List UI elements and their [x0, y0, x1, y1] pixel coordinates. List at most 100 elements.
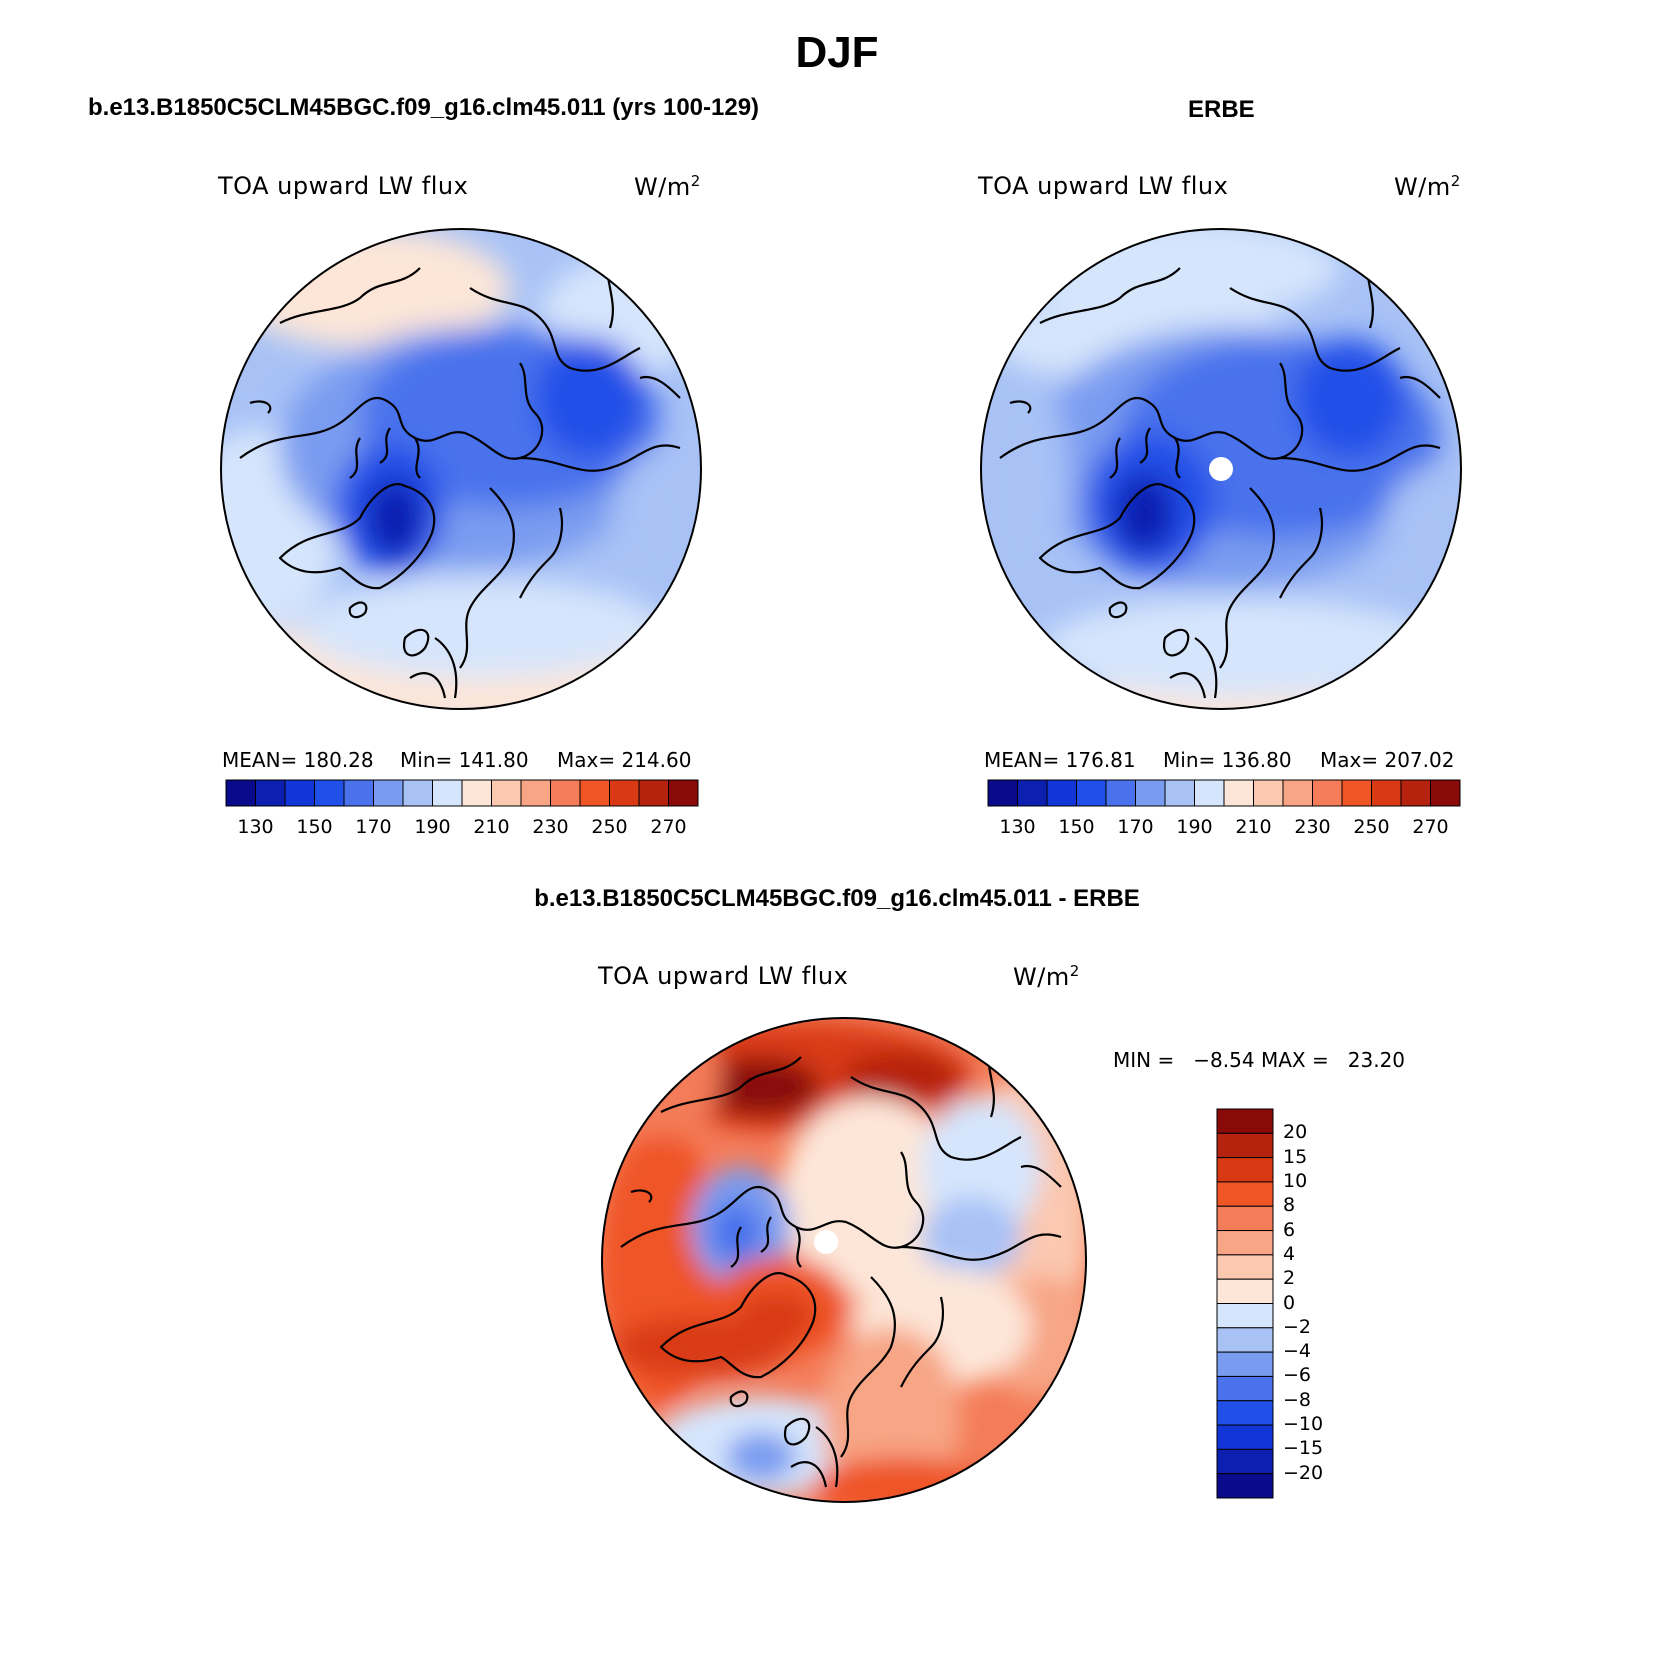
model-colorbar-tick-label: 130	[237, 816, 274, 838]
model-colorbar-tick-label: 210	[473, 816, 510, 838]
diff-panel-title: b.e13.B1850C5CLM45BGC.f09_g16.clm45.011 …	[534, 885, 1140, 912]
model-colorbar-swatch	[373, 779, 404, 807]
model-units-label: W/m2	[634, 172, 701, 201]
diff-polar-map	[601, 1017, 1087, 1503]
obs-colorbar-swatch	[1282, 779, 1313, 807]
model-colorbar-tick-label: 270	[650, 816, 687, 838]
obs-colorbar	[987, 779, 1461, 807]
model-min-stat: Min= 141.80	[400, 748, 529, 772]
model-max-stat: Max= 214.60	[557, 748, 692, 772]
obs-colorbar-tick-label: 130	[999, 816, 1036, 838]
diff-colorbar-tick-label: −15	[1283, 1437, 1324, 1460]
diff-colorbar-tick-label: 15	[1283, 1145, 1308, 1168]
model-colorbar-swatch	[402, 779, 433, 807]
obs-colorbar-tick-label: 150	[1058, 816, 1095, 838]
model-colorbar-swatch	[343, 779, 374, 807]
obs-colorbar-tick-label: 250	[1353, 816, 1390, 838]
model-colorbar-swatch	[520, 779, 551, 807]
model-colorbar-tick-label: 150	[296, 816, 333, 838]
diff-colorbar-swatch	[1216, 1205, 1274, 1232]
model-colorbar-swatch	[668, 779, 699, 807]
model-colorbar-swatch	[579, 779, 610, 807]
diff-colorbar-swatch	[1216, 1157, 1274, 1183]
model-colorbar-swatch	[609, 779, 640, 807]
diff-colorbar-swatch	[1216, 1278, 1274, 1304]
model-mean-stat: MEAN= 180.28	[222, 748, 374, 772]
diff-colorbar-swatch	[1216, 1400, 1274, 1426]
obs-colorbar-labels: 130 150 170 190 210 230 250 270	[988, 816, 1460, 840]
obs-colorbar-tick-label: 230	[1294, 816, 1331, 838]
model-colorbar-swatch	[255, 779, 286, 807]
diff-colorbar-swatch	[1216, 1254, 1274, 1280]
diff-colorbar-tick-label: 6	[1283, 1218, 1296, 1241]
diff-colorbar-swatch	[1216, 1327, 1274, 1353]
diff-colorbar-swatch	[1216, 1448, 1274, 1475]
model-colorbar-tick-label: 230	[532, 816, 569, 838]
diff-minmax-stat: MIN = −8.54 MAX = 23.20	[1113, 1048, 1406, 1072]
model-colorbar	[225, 779, 699, 807]
obs-colorbar-tick-label: 190	[1176, 816, 1213, 838]
diff-colorbar-swatch	[1216, 1303, 1274, 1329]
diff-colorbar-swatch	[1216, 1424, 1274, 1450]
obs-colorbar-swatch	[1105, 779, 1136, 807]
diff-colorbar-swatch	[1216, 1181, 1274, 1207]
obs-colorbar-swatch	[1135, 779, 1166, 807]
obs-max-stat: Max= 207.02	[1320, 748, 1455, 772]
model-colorbar-swatch	[225, 779, 256, 807]
model-colorbar-labels: 130 150 170 190 210 230 250 270	[226, 816, 698, 840]
diff-colorbar-tick-label: 2	[1283, 1267, 1296, 1290]
model-polar-map	[220, 228, 702, 710]
obs-colorbar-swatch	[1341, 779, 1372, 807]
diff-colorbar-tick-label: −2	[1283, 1315, 1312, 1338]
obs-mean-stat: MEAN= 176.81	[984, 748, 1136, 772]
diff-variable-label: TOA upward LW flux	[598, 962, 849, 990]
obs-colorbar-tick-label: 210	[1235, 816, 1272, 838]
model-colorbar-swatch	[491, 779, 522, 807]
diff-colorbar-tick-label: −20	[1283, 1461, 1324, 1484]
diff-colorbar-tick-label: 10	[1283, 1169, 1308, 1192]
model-colorbar-swatch	[638, 779, 669, 807]
model-colorbar-tick-label: 190	[414, 816, 451, 838]
obs-colorbar-swatch	[1400, 779, 1431, 807]
diff-colorbar-swatch	[1216, 1132, 1274, 1159]
obs-variable-label: TOA upward LW flux	[978, 172, 1229, 200]
model-colorbar-swatch	[432, 779, 463, 807]
obs-colorbar-swatch	[1371, 779, 1402, 807]
diff-colorbar-tick-label: −8	[1283, 1388, 1312, 1411]
diff-colorbar-swatch	[1216, 1375, 1274, 1402]
model-colorbar-swatch	[284, 779, 315, 807]
diff-colorbar-swatch	[1216, 1230, 1274, 1256]
diff-colorbar-swatch	[1216, 1473, 1274, 1499]
diff-colorbar-tick-label: 4	[1283, 1242, 1296, 1265]
model-colorbar-swatch	[461, 779, 492, 807]
diff-colorbar-tick-label: 20	[1283, 1121, 1308, 1144]
model-variable-label: TOA upward LW flux	[218, 172, 469, 200]
model-panel-title: b.e13.B1850C5CLM45BGC.f09_g16.clm45.011 …	[88, 94, 760, 121]
obs-colorbar-swatch	[1046, 779, 1077, 807]
obs-colorbar-tick-label: 170	[1117, 816, 1154, 838]
obs-colorbar-swatch	[1076, 779, 1107, 807]
diff-units-label: W/m2	[1013, 962, 1080, 991]
obs-colorbar-swatch	[1312, 779, 1343, 807]
model-colorbar-swatch	[550, 779, 581, 807]
diff-colorbar	[1216, 1108, 1274, 1499]
model-colorbar-tick-label: 170	[355, 816, 392, 838]
model-colorbar-swatch	[314, 779, 345, 807]
diff-colorbar-tick-label: −10	[1283, 1413, 1324, 1436]
diff-colorbar-swatch	[1216, 1108, 1274, 1134]
diff-colorbar-tick-label: −6	[1283, 1364, 1312, 1387]
obs-min-stat: Min= 136.80	[1163, 748, 1292, 772]
model-colorbar-tick-label: 250	[591, 816, 628, 838]
obs-colorbar-swatch	[1253, 779, 1284, 807]
obs-colorbar-swatch	[1430, 779, 1461, 807]
obs-polar-map	[980, 228, 1462, 710]
diff-colorbar-tick-label: −4	[1283, 1340, 1312, 1363]
diff-colorbar-labels: 20 15 10 8 6 4 2 0 −2 −4 −6 −8 −10 −15 −20	[1283, 1109, 1353, 1498]
obs-colorbar-swatch	[1164, 779, 1195, 807]
obs-panel-title: ERBE	[1188, 96, 1255, 123]
diff-colorbar-tick-label: 8	[1283, 1194, 1296, 1217]
diff-colorbar-tick-label: 0	[1283, 1291, 1296, 1314]
obs-colorbar-swatch	[1194, 779, 1225, 807]
main-title: DJF	[795, 28, 879, 77]
obs-units-label: W/m2	[1394, 172, 1461, 201]
